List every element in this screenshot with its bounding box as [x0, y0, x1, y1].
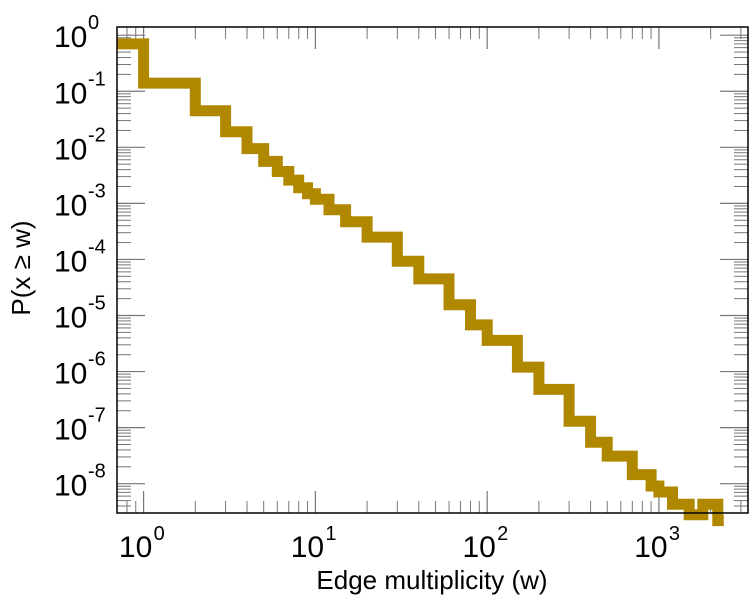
x-axis-label: Edge multiplicity (w): [316, 565, 547, 595]
x-tick-label-exponent: 3: [669, 523, 680, 545]
y-tick-label-exponent: -7: [88, 405, 106, 427]
y-tick-label: 10: [54, 245, 87, 278]
plot-frame: [116, 26, 749, 514]
x-tick-label: 10: [634, 531, 667, 564]
minor-ticks: [116, 27, 748, 514]
y-tick-label: 10: [54, 470, 87, 503]
y-tick-label: 10: [54, 302, 87, 335]
y-tick-label-exponent: -2: [88, 124, 106, 146]
x-tick-label: 10: [119, 531, 152, 564]
series-line: [117, 38, 724, 527]
y-tick-label: 10: [54, 77, 87, 110]
y-tick-label: 10: [54, 414, 87, 447]
x-tick-label-exponent: 1: [325, 523, 336, 545]
y-tick-label-exponent: -8: [88, 461, 106, 483]
y-tick-label-exponent: -6: [88, 349, 106, 371]
y-tick-label-exponent: -1: [88, 68, 106, 90]
y-tick-label: 10: [54, 21, 87, 54]
y-tick-label-exponent: -4: [88, 236, 106, 258]
x-tick-label: 10: [462, 531, 495, 564]
major-ticks: [117, 27, 748, 513]
y-tick-label-exponent: -3: [88, 180, 106, 202]
x-tick-label-exponent: 0: [154, 523, 165, 545]
x-tick-labels: 10 0 10 1 10 2 10 3: [119, 523, 680, 564]
series-layer: [117, 38, 724, 527]
y-tick-label-exponent: -5: [88, 293, 106, 315]
x-tick-label-exponent: 2: [497, 523, 508, 545]
x-tick-label: 10: [291, 531, 324, 564]
y-tick-label: 10: [54, 358, 87, 391]
y-tick-label-exponent: 0: [88, 12, 99, 34]
y-tick-label: 10: [54, 189, 87, 222]
y-axis-label: P(x ≥ w): [6, 220, 36, 315]
y-tick-label: 10: [54, 133, 87, 166]
